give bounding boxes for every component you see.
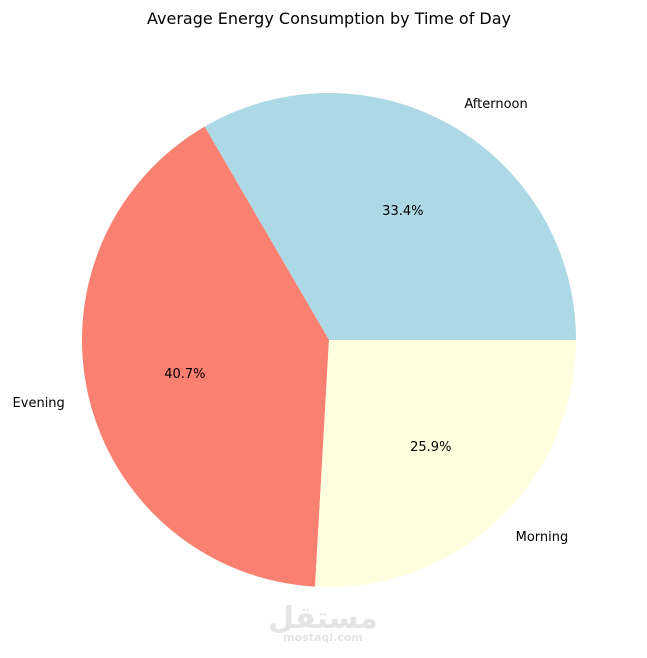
watermark: مستقل mostaql.com — [268, 601, 378, 644]
pie-labels: 33.4% Afternoon 40.7% Evening 25.9% Morning — [13, 97, 569, 545]
pie-slice-evening — [82, 126, 329, 587]
slice-label-morning: Morning — [516, 530, 569, 545]
pct-label-afternoon: 33.4% — [382, 204, 423, 219]
chart-title: Average Energy Consumption by Time of Da… — [147, 9, 511, 28]
watermark-latin: mostaql.com — [283, 631, 363, 644]
pct-label-evening: 40.7% — [164, 367, 205, 382]
slice-label-afternoon: Afternoon — [464, 97, 527, 112]
pie-slice-afternoon — [204, 93, 576, 340]
slice-label-evening: Evening — [13, 396, 65, 411]
pie-slices — [82, 93, 576, 587]
watermark-arabic: مستقل — [268, 601, 378, 636]
pie-slice-morning — [315, 340, 576, 587]
pct-label-morning: 25.9% — [410, 440, 451, 455]
